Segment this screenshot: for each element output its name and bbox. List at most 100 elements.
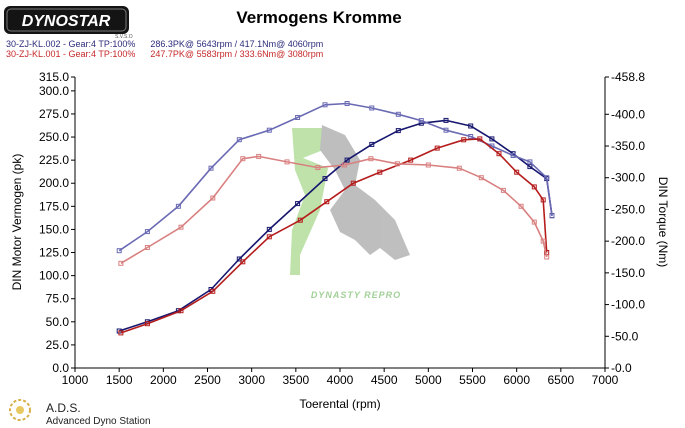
series-marker bbox=[341, 162, 347, 168]
series-marker bbox=[266, 234, 272, 240]
y-left-tick-label: 150.0 bbox=[39, 222, 69, 236]
series-marker bbox=[369, 141, 375, 147]
series-marker bbox=[295, 115, 301, 120]
series-marker bbox=[369, 105, 375, 111]
series-line bbox=[118, 102, 553, 252]
y-left-tick-label: 100.0 bbox=[39, 269, 69, 283]
series-marker bbox=[544, 254, 550, 260]
series-marker bbox=[144, 245, 150, 250]
x-ticks: 1000 1500 2000 2500 3000 3500 4000 4500 5000 5500… bbox=[62, 368, 619, 387]
dynasty-repro-watermark: DYNASTY REPRO bbox=[290, 125, 410, 300]
series-30-zj-kl.002-torque bbox=[116, 101, 555, 254]
series-marker bbox=[118, 260, 124, 266]
x-axis-title: Toerental (rpm) bbox=[299, 397, 380, 411]
series-line bbox=[120, 138, 548, 334]
x-tick-label: 5500 bbox=[459, 373, 486, 387]
series-marker bbox=[518, 203, 524, 209]
y-axis-left-title: DIN Motor Vermogen (pk) bbox=[10, 154, 24, 291]
x-tick-label: 6500 bbox=[547, 373, 574, 387]
series-marker bbox=[240, 259, 246, 265]
y-left-tick-label: 315.0 bbox=[39, 70, 69, 84]
series-marker bbox=[531, 184, 537, 190]
y-left-tick-label: 200.0 bbox=[39, 176, 69, 190]
series-marker bbox=[527, 159, 533, 165]
y-right-tick-label: -300.0 bbox=[611, 171, 645, 185]
series-marker bbox=[322, 176, 328, 182]
series-marker bbox=[456, 165, 462, 171]
footer-subtitle: Advanced Dyno Station bbox=[46, 416, 151, 427]
series-marker bbox=[468, 123, 474, 129]
y-left-tick-label: 25.0 bbox=[46, 338, 70, 352]
y-right-tick-label: -150.0 bbox=[611, 266, 645, 280]
x-tick-label: 2500 bbox=[194, 373, 221, 387]
x-tick-label: 3500 bbox=[282, 373, 309, 387]
series-marker bbox=[394, 161, 400, 167]
series-marker bbox=[544, 175, 550, 181]
series-marker bbox=[443, 117, 449, 123]
series-marker bbox=[344, 157, 350, 163]
series-marker bbox=[531, 219, 537, 225]
y-left-tick-label: 50.0 bbox=[46, 315, 70, 329]
series-marker bbox=[350, 180, 356, 186]
y-right-tick-label: -100.0 bbox=[611, 298, 645, 312]
series-marker bbox=[418, 118, 424, 124]
y-ticks-right: -0.0 -50.0 -100.0 -150.0 -200.0 -250.0 -300.0 -… bbox=[605, 70, 645, 375]
series-marker bbox=[443, 127, 449, 133]
series-marker bbox=[210, 288, 216, 294]
y-right-tick-label: -458.8 bbox=[611, 70, 645, 84]
series-30-zj-kl.001-torque bbox=[118, 153, 550, 266]
y-axis-right-title: DIN Torque (Nm) bbox=[656, 177, 670, 267]
series-marker bbox=[368, 156, 374, 162]
series-marker bbox=[489, 136, 495, 142]
y-left-tick-label: 275.0 bbox=[39, 107, 69, 121]
y-right-tick-label: -200.0 bbox=[611, 234, 645, 248]
series-marker bbox=[208, 165, 214, 171]
series-marker bbox=[284, 159, 290, 165]
watermark-gray-creature-shape bbox=[320, 125, 410, 260]
series-marker bbox=[116, 248, 122, 254]
y-left-tick-label: 125.0 bbox=[39, 246, 69, 260]
series-line bbox=[120, 155, 548, 264]
series-marker bbox=[144, 321, 150, 327]
series-marker bbox=[549, 213, 555, 219]
series-marker bbox=[266, 127, 272, 133]
y-left-tick-label: 175.0 bbox=[39, 199, 69, 213]
y-right-tick-label: -0.0 bbox=[611, 361, 632, 375]
y-left-tick-label: 250.0 bbox=[39, 130, 69, 144]
series-marker bbox=[496, 151, 502, 157]
y-left-tick-label: 300.0 bbox=[39, 84, 69, 98]
series-marker bbox=[468, 134, 474, 139]
series-marker bbox=[408, 157, 414, 163]
series-marker bbox=[297, 217, 303, 223]
series-marker bbox=[240, 156, 246, 162]
series-marker bbox=[395, 128, 401, 134]
x-tick-label: 6000 bbox=[503, 373, 530, 387]
watermark-text: DYNASTY REPRO bbox=[311, 290, 401, 300]
dynostar-logo: DYNOSTAR bbox=[4, 6, 129, 34]
y-right-tick-label: -250.0 bbox=[611, 202, 645, 216]
series-marker bbox=[395, 111, 401, 117]
logo-text: DYNOSTAR bbox=[22, 13, 111, 30]
y-right-tick-label: -350.0 bbox=[611, 139, 645, 153]
series-marker bbox=[344, 101, 350, 106]
legend-entry-run-002: 30-ZJ-KL.002 - Gear:4 TP:100% 286.3PK@ 5… bbox=[6, 39, 323, 49]
y-left-tick-label: 0.0 bbox=[52, 361, 69, 375]
series-marker bbox=[295, 201, 301, 207]
series-marker bbox=[500, 187, 506, 193]
y-left-tick-label: 225.0 bbox=[39, 153, 69, 167]
legend-entry-run-001: 30-ZJ-KL.001 - Gear:4 TP:100% 247.7PK@ 5… bbox=[6, 49, 323, 59]
x-tick-label: 3000 bbox=[238, 373, 265, 387]
x-tick-label: 7000 bbox=[592, 373, 619, 387]
series-layer bbox=[116, 101, 555, 336]
series-marker bbox=[377, 169, 383, 175]
series-marker bbox=[144, 229, 150, 235]
series-marker bbox=[178, 224, 184, 230]
series-marker bbox=[540, 238, 546, 244]
x-tick-label: 4500 bbox=[371, 373, 398, 387]
y-left-tick-label: 75.0 bbox=[46, 292, 70, 306]
series-marker bbox=[118, 330, 124, 336]
series-marker bbox=[178, 308, 184, 314]
y-right-tick-label: -50.0 bbox=[611, 329, 639, 343]
series-marker bbox=[461, 137, 467, 143]
